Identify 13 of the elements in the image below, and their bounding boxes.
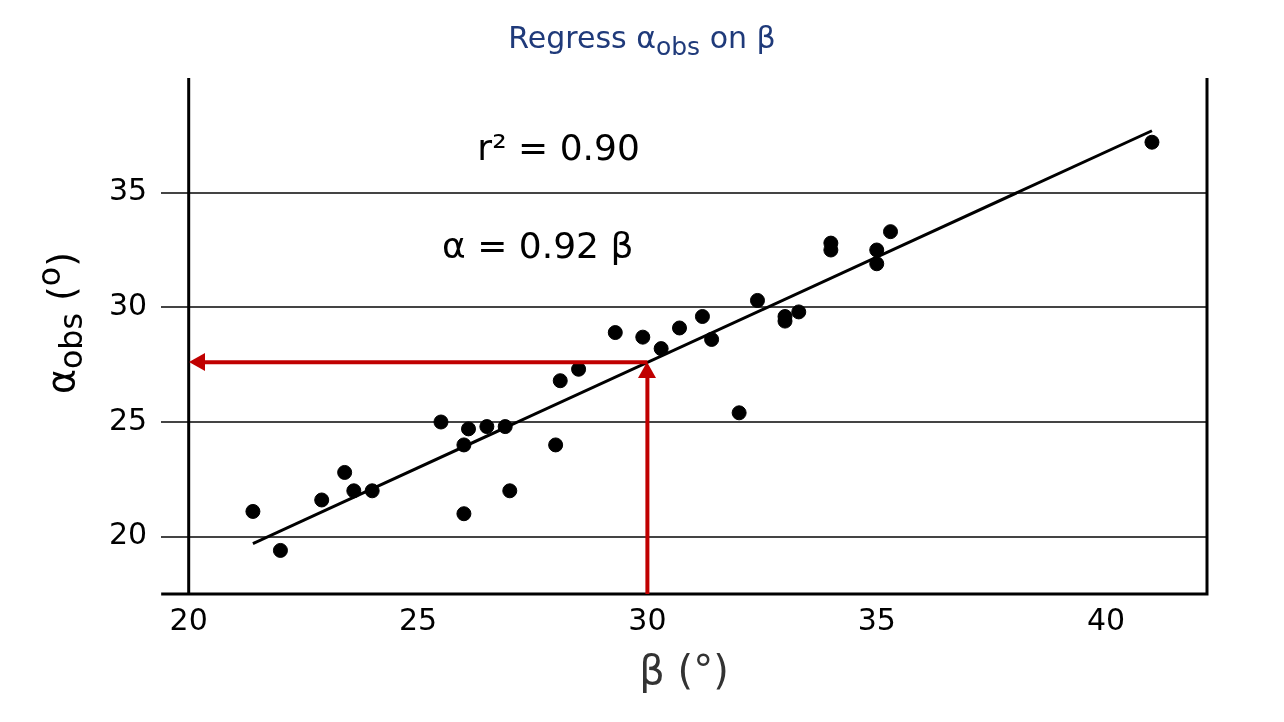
x-axis-title: β (°) — [639, 647, 729, 694]
y-tick-label: 25 — [108, 401, 148, 437]
y-tick-label: 20 — [108, 516, 148, 552]
x-tick-label: 35 — [857, 601, 896, 637]
x-tick-label: 40 — [1086, 601, 1126, 637]
x-tick-label: 20 — [169, 601, 208, 637]
annotation: α = 0.92 β — [441, 224, 634, 266]
chart-title: Regress α$_{obs}$ on β — [507, 20, 777, 61]
x-tick-label: 30 — [628, 601, 667, 637]
annotation: r² = 0.90 — [477, 126, 640, 168]
y-tick-label: 35 — [108, 172, 148, 208]
y-tick-label: 30 — [108, 287, 148, 323]
x-tick-label: 25 — [398, 601, 438, 637]
